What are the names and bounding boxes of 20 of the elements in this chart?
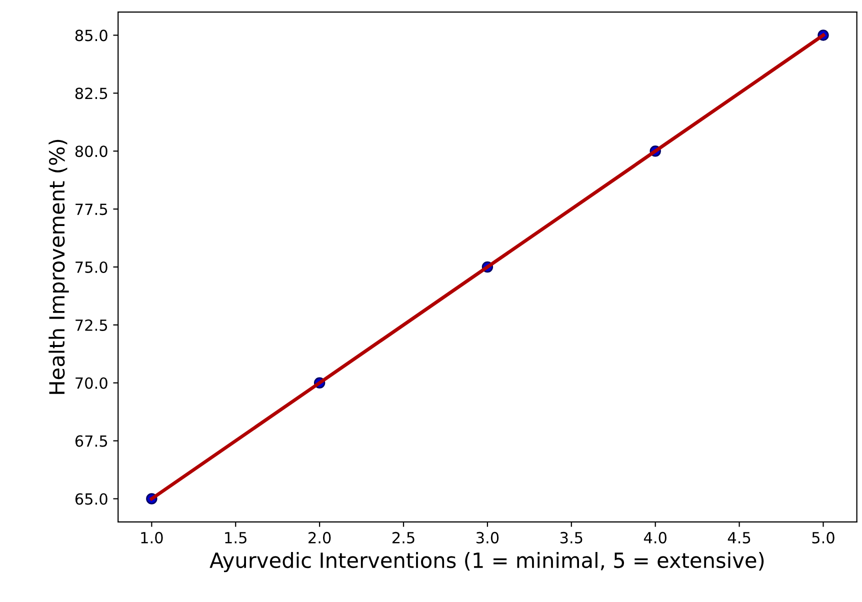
- y-tick-label: 85.0: [75, 30, 108, 42]
- x-tick-label: 1.5: [225, 532, 246, 544]
- x-tick-label: 4.5: [728, 532, 750, 544]
- x-tick-label: 2.0: [308, 532, 331, 544]
- y-tick-label: 82.5: [75, 88, 108, 100]
- y-tick-label: 65.0: [75, 493, 108, 505]
- y-tick-label: 77.5: [76, 204, 108, 216]
- y-axis-title: Health Improvement (%): [48, 140, 69, 394]
- x-tick-label: 5.0: [812, 532, 834, 544]
- y-tick-label: 75.0: [76, 261, 108, 274]
- y-tick-label: 80.0: [75, 146, 108, 158]
- x-tick-label: 4.0: [644, 532, 666, 544]
- x-tick-label: 1.0: [141, 532, 163, 544]
- y-tick-label: 67.5: [75, 435, 108, 447]
- y-tick-label: 72.5: [76, 319, 108, 331]
- x-tick-label: 3.0: [476, 532, 499, 544]
- y-tick-label: 70.0: [76, 377, 108, 389]
- x-tick-label: 3.5: [560, 532, 582, 544]
- x-axis-title: Ayurvedic Interventions (1 = minimal, 5 = extensive): [210, 552, 764, 572]
- x-tick-label: 2.5: [392, 532, 414, 544]
